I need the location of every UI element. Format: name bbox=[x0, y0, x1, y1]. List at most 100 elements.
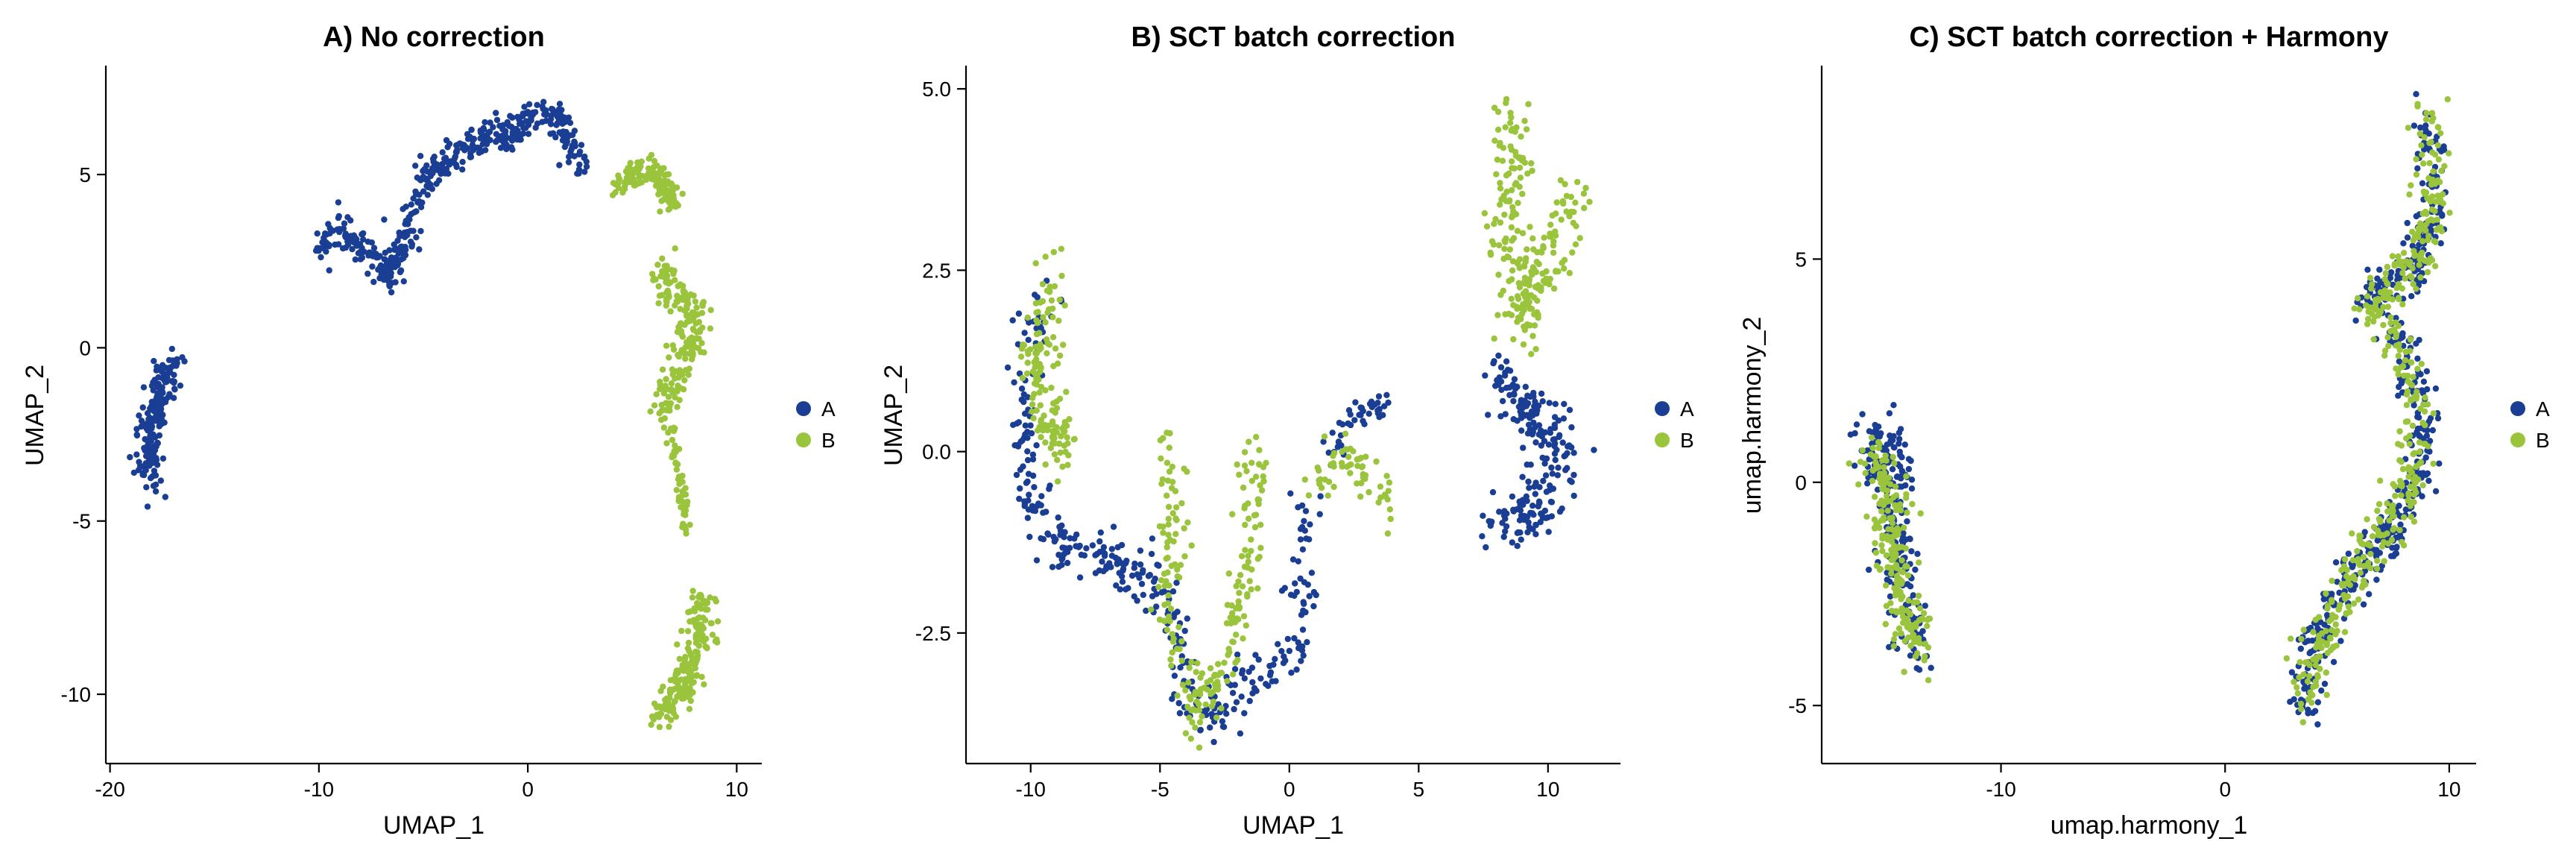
data-point-b bbox=[2329, 577, 2335, 585]
data-point-a bbox=[1239, 670, 1246, 677]
data-point-b bbox=[2419, 210, 2426, 217]
data-point-b bbox=[2409, 422, 2416, 430]
data-point-b bbox=[1029, 401, 1036, 408]
data-point-b bbox=[1214, 679, 1221, 685]
data-point-b bbox=[682, 355, 689, 362]
data-point-b bbox=[2425, 174, 2432, 182]
data-point-a bbox=[1532, 491, 1538, 497]
panel-b: B) SCT batch correction -10 -5 0 5 10 -2.5 0.0 2… bbox=[859, 0, 1717, 859]
data-point-a bbox=[1541, 460, 1548, 467]
data-point-a bbox=[1173, 579, 1180, 586]
data-point-a bbox=[133, 426, 140, 432]
data-point-b bbox=[2434, 177, 2441, 184]
data-point-b bbox=[1876, 500, 1883, 507]
data-point-b bbox=[2422, 394, 2428, 401]
data-point-b bbox=[1520, 341, 1527, 348]
data-point-a bbox=[1537, 519, 1544, 526]
data-point-b bbox=[680, 296, 686, 303]
data-point-a bbox=[1524, 461, 1530, 468]
data-point-b bbox=[2384, 280, 2390, 286]
data-point-b bbox=[1052, 440, 1058, 447]
data-point-a bbox=[1015, 310, 1023, 317]
data-point-b bbox=[1359, 463, 1366, 470]
scatter-plot-c: C) SCT batch correction + Harmony-10 0 10-… bbox=[1738, 22, 2550, 840]
data-point-b bbox=[1164, 459, 1171, 466]
data-point-a bbox=[525, 122, 532, 128]
data-point-a bbox=[391, 241, 397, 248]
data-point-a bbox=[1064, 559, 1071, 567]
data-point-a bbox=[1291, 592, 1298, 600]
data-point-a bbox=[1292, 580, 1298, 587]
data-point-a bbox=[1026, 533, 1033, 541]
data-point-b bbox=[1248, 536, 1254, 543]
data-point-a bbox=[2411, 122, 2418, 129]
data-point-a bbox=[1317, 493, 1324, 500]
data-point-b bbox=[2393, 365, 2399, 372]
data-point-b bbox=[2374, 507, 2381, 515]
data-point-b bbox=[676, 397, 683, 403]
data-point-b bbox=[673, 466, 681, 473]
data-point-a bbox=[1533, 410, 1540, 417]
data-point-b bbox=[1199, 670, 1206, 677]
data-point-b bbox=[1187, 735, 1194, 742]
data-point-a bbox=[2404, 219, 2411, 227]
data-point-a bbox=[2423, 368, 2431, 375]
data-point-b bbox=[1213, 714, 1220, 721]
data-point-b bbox=[2375, 515, 2382, 523]
data-point-a bbox=[2374, 275, 2381, 282]
data-point-b bbox=[656, 190, 663, 197]
data-point-a bbox=[1184, 615, 1190, 622]
data-point-a bbox=[2373, 550, 2379, 558]
data-point-b bbox=[2413, 171, 2420, 178]
data-point-b bbox=[2391, 327, 2398, 334]
data-point-b bbox=[1566, 213, 1573, 220]
data-point-a bbox=[1100, 544, 1108, 550]
data-point-a bbox=[2400, 240, 2407, 247]
data-point-a bbox=[1089, 542, 1096, 549]
data-point-b bbox=[1547, 233, 1553, 240]
data-point-a bbox=[1119, 573, 1126, 580]
data-point-b bbox=[693, 673, 700, 679]
data-point-b bbox=[1920, 610, 1928, 617]
data-point-b bbox=[1496, 142, 1503, 149]
data-point-b bbox=[1509, 267, 1516, 274]
data-point-a bbox=[487, 119, 493, 126]
data-point-a bbox=[1351, 417, 1358, 424]
data-point-b bbox=[2402, 348, 2409, 356]
data-point-b bbox=[1256, 461, 1263, 468]
data-point-b bbox=[695, 318, 703, 326]
data-point-a bbox=[2306, 649, 2313, 657]
data-point-b bbox=[2324, 602, 2332, 609]
data-point-b bbox=[1232, 659, 1239, 666]
data-point-b bbox=[1354, 480, 1360, 487]
data-point-a bbox=[459, 166, 466, 173]
data-point-b bbox=[1207, 677, 1214, 684]
data-point-b bbox=[1029, 408, 1035, 415]
data-point-b bbox=[2315, 632, 2323, 639]
data-point-b bbox=[2431, 262, 2439, 270]
data-point-b bbox=[657, 687, 664, 694]
data-point-b bbox=[2300, 626, 2307, 633]
data-point-a bbox=[1866, 428, 1873, 435]
data-point-b bbox=[1202, 701, 1209, 708]
data-point-a bbox=[1291, 635, 1298, 642]
data-point-a bbox=[1490, 360, 1497, 367]
data-point-a bbox=[1852, 430, 1858, 437]
data-point-a bbox=[1908, 476, 1916, 483]
data-point-a bbox=[1025, 471, 1032, 477]
data-point-b bbox=[1256, 447, 1263, 453]
data-point-b bbox=[2446, 150, 2452, 157]
data-point-b bbox=[2314, 673, 2321, 680]
data-point-b bbox=[1883, 582, 1890, 589]
data-point-b bbox=[672, 277, 678, 283]
data-point-a bbox=[1306, 593, 1313, 600]
data-point-b bbox=[2390, 525, 2398, 532]
data-point-b bbox=[1560, 200, 1567, 207]
data-point-a bbox=[1249, 679, 1256, 686]
data-point-b bbox=[2327, 635, 2334, 642]
data-point-b bbox=[2339, 582, 2346, 589]
data-point-b bbox=[1023, 370, 1031, 377]
data-point-a bbox=[1897, 426, 1904, 432]
data-point-b bbox=[1363, 453, 1369, 460]
data-point-b bbox=[2387, 320, 2394, 327]
